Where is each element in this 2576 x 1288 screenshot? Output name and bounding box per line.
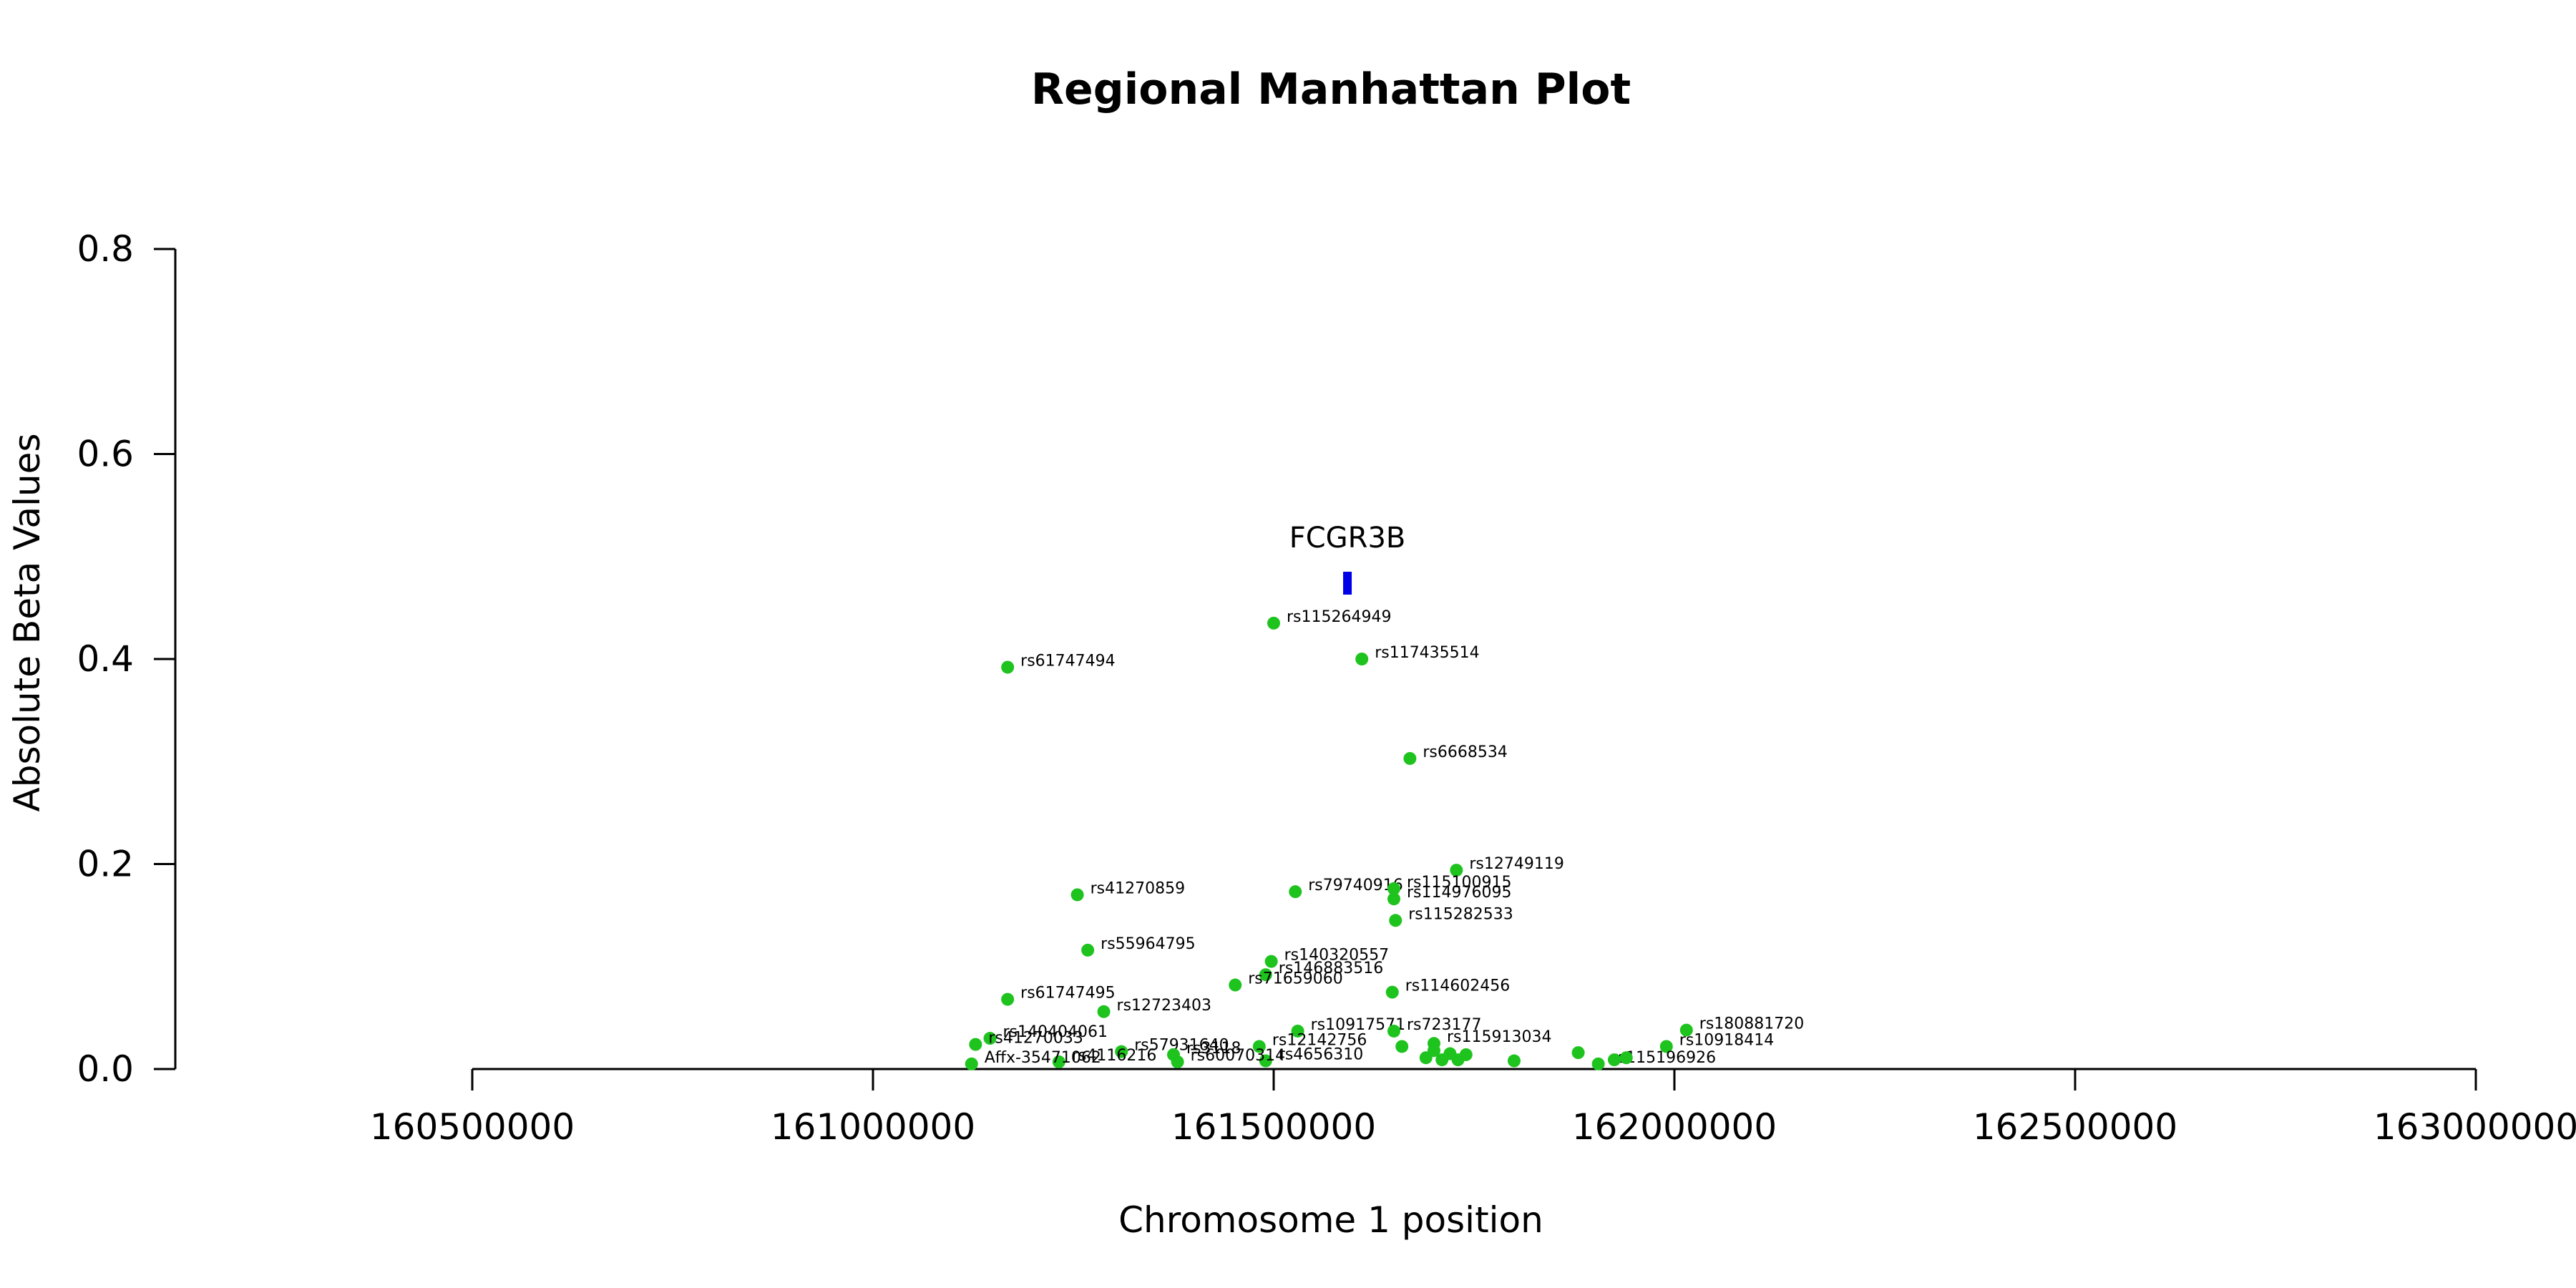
chart-title: Regional Manhattan Plot bbox=[1031, 64, 1631, 114]
snp-point bbox=[1264, 955, 1278, 968]
gene-label: FCGR3B bbox=[1289, 522, 1406, 555]
snp-point bbox=[1115, 1045, 1128, 1058]
snp-point bbox=[1252, 1040, 1266, 1053]
snp-point bbox=[1385, 985, 1399, 999]
snp-point bbox=[1403, 751, 1417, 765]
snp-point bbox=[1679, 1023, 1693, 1037]
x-tick-label: 162500000 bbox=[1973, 1106, 2177, 1148]
snp-point bbox=[1389, 914, 1402, 927]
snp-point bbox=[1229, 978, 1242, 992]
snp-label: rs41270033 bbox=[988, 1030, 1083, 1048]
snp-point bbox=[1267, 616, 1280, 630]
snp-label: rs12723403 bbox=[1117, 997, 1211, 1015]
snp-label: rs71659060 bbox=[1248, 970, 1342, 988]
y-tick-label: 0.4 bbox=[77, 638, 134, 680]
x-tick-label: 163000000 bbox=[2373, 1106, 2576, 1148]
y-tick-label: 0.8 bbox=[77, 228, 134, 270]
snp-points: rs115264949 rs61747494 rs117435514 rs666853… bbox=[965, 608, 1804, 1070]
snp-point bbox=[1387, 882, 1400, 895]
snp-label: rs115264949 bbox=[1287, 608, 1391, 626]
snp-label: rs12142756 bbox=[1272, 1031, 1367, 1049]
snp-point bbox=[1451, 1053, 1465, 1067]
y-tick-label: 0.0 bbox=[77, 1048, 134, 1090]
snp-point bbox=[1571, 1046, 1585, 1060]
y-axis-label: Absolute Beta Values bbox=[6, 434, 48, 812]
snp-point bbox=[1001, 660, 1015, 674]
snp-label: rs60070314 bbox=[1191, 1047, 1285, 1065]
gene-markers: FCGR3B bbox=[1289, 522, 1406, 595]
snp-label: rs3118 bbox=[1186, 1040, 1241, 1058]
x-axis-label: Chromosome 1 position bbox=[1118, 1199, 1543, 1241]
snp-point bbox=[1619, 1051, 1633, 1065]
snp-label: rs12749119 bbox=[1469, 855, 1563, 873]
snp-point bbox=[1052, 1055, 1065, 1068]
snp-point bbox=[983, 1032, 997, 1045]
snp-point bbox=[969, 1038, 982, 1051]
snp-label: rs117435514 bbox=[1375, 644, 1479, 662]
snp-label: rs4656310 bbox=[1279, 1046, 1364, 1064]
snp-point bbox=[1435, 1053, 1449, 1067]
snp-label: rs146883516 bbox=[1279, 960, 1383, 977]
snp-point bbox=[1395, 1040, 1409, 1053]
snp-point bbox=[1450, 864, 1463, 877]
snp-label: rs140404061 bbox=[1003, 1023, 1108, 1041]
x-tick-label: 161000000 bbox=[771, 1106, 975, 1148]
snp-label: rs55964795 bbox=[1101, 935, 1195, 953]
x-tick-label: 162000000 bbox=[1572, 1106, 1777, 1148]
snp-point bbox=[1608, 1053, 1621, 1067]
snp-label: rs4116216 bbox=[1072, 1047, 1157, 1065]
x-axis: 160500000 161000000 161500000 162000000 1625… bbox=[370, 1068, 2576, 1148]
y-tick-label: 0.6 bbox=[77, 434, 134, 475]
snp-point bbox=[1387, 892, 1400, 906]
x-tick-label: 160500000 bbox=[370, 1106, 575, 1148]
snp-point bbox=[1171, 1055, 1184, 1068]
snp-label: rs180881720 bbox=[1699, 1015, 1804, 1033]
snp-point bbox=[1001, 992, 1015, 1006]
x-tick-label: 161500000 bbox=[1171, 1106, 1376, 1148]
snp-point bbox=[1259, 968, 1272, 982]
snp-label: rs79740916 bbox=[1308, 877, 1402, 894]
snp-label: rs115282533 bbox=[1408, 905, 1513, 923]
snp-point bbox=[1259, 1054, 1272, 1068]
snp-point bbox=[1387, 1024, 1400, 1038]
snp-point bbox=[1508, 1054, 1521, 1068]
snp-point bbox=[1289, 885, 1302, 899]
snp-label: rs61747494 bbox=[1020, 652, 1115, 670]
snp-label: rs57931640 bbox=[1134, 1037, 1229, 1055]
snp-label: rs140320557 bbox=[1284, 947, 1389, 965]
snp-point bbox=[1419, 1051, 1433, 1065]
snp-label: rs114602456 bbox=[1405, 977, 1510, 995]
snp-label: rs723177 bbox=[1407, 1016, 1482, 1034]
snp-point bbox=[965, 1057, 978, 1070]
snp-point bbox=[1291, 1024, 1304, 1038]
snp-label: rs114976095 bbox=[1407, 884, 1511, 902]
snp-point bbox=[1070, 888, 1084, 902]
y-axis: 0.0 0.2 0.4 0.6 0.8 bbox=[77, 228, 177, 1090]
snp-label: rs115913034 bbox=[1447, 1028, 1551, 1046]
snp-label: rs41270859 bbox=[1091, 879, 1185, 897]
snp-label: Affx-35471062 bbox=[985, 1049, 1101, 1067]
snp-point bbox=[1659, 1040, 1673, 1053]
snp-label: rs115100915 bbox=[1407, 874, 1511, 892]
snp-point bbox=[1355, 653, 1369, 665]
snp-point bbox=[1097, 1005, 1111, 1018]
gene-marker bbox=[1343, 571, 1352, 595]
snp-label: rs10918414 bbox=[1679, 1031, 1774, 1049]
snp-label: rs6668534 bbox=[1423, 743, 1507, 761]
snp-point bbox=[1081, 943, 1095, 957]
y-tick-label: 0.2 bbox=[77, 844, 134, 885]
snp-label: rs61747495 bbox=[1020, 985, 1115, 1002]
snp-point bbox=[1591, 1057, 1605, 1070]
